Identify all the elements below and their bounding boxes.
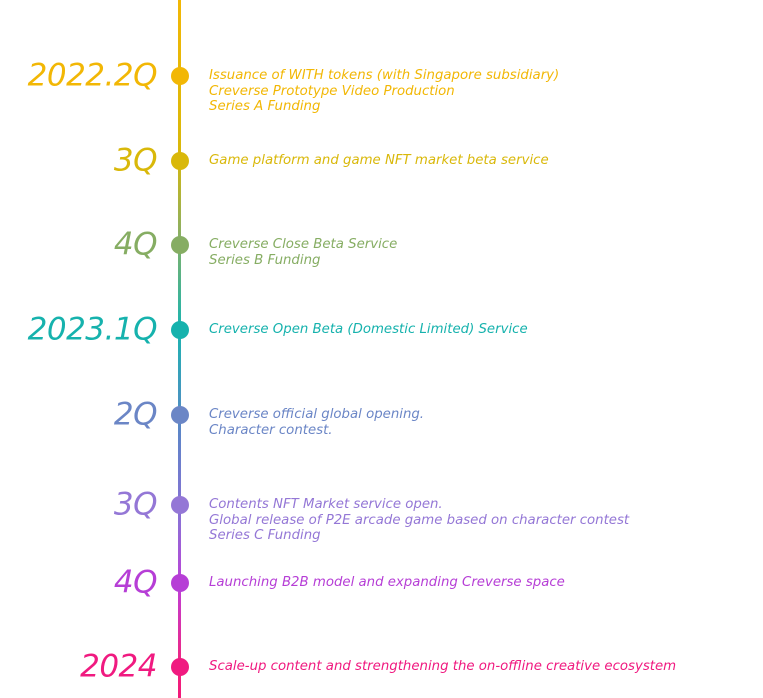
milestone-item: Series B Funding <box>209 252 321 268</box>
milestone-description: Contents NFT Market service open. Global … <box>209 497 629 544</box>
milestone-item: Creverse official global opening. <box>209 407 425 423</box>
milestone-dot <box>171 406 189 424</box>
milestone-period: 2023.1Q <box>27 311 158 348</box>
milestone-item: Game platform and game NFT market beta s… <box>209 153 549 169</box>
milestone-item: Scale-up content and strengthening the o… <box>209 659 677 675</box>
milestone-item: Series A Funding <box>209 99 321 115</box>
milestone-period: 2024 <box>80 648 157 685</box>
milestone-period: 4Q <box>113 226 158 263</box>
milestone-item: Creverse Close Beta Service <box>209 237 398 253</box>
milestone-period: 2Q <box>113 396 158 433</box>
milestone-description: Issuance of WITH tokens (with Singapore … <box>209 68 559 115</box>
milestone-period: 4Q <box>113 564 158 601</box>
milestone-dot <box>171 152 189 170</box>
milestone-description: Creverse Close Beta Service Series B Fund… <box>209 237 397 268</box>
milestone-item: Global release of P2E arcade game based … <box>209 512 630 528</box>
milestone-item: Launching B2B model and expanding Crever… <box>209 575 565 591</box>
milestone-item: Character contest. <box>209 422 333 438</box>
milestone-period: 3Q <box>113 142 158 179</box>
milestone-description: Game platform and game NFT market beta s… <box>209 153 549 169</box>
milestone-description: Creverse Open Beta (Domestic Limited) Se… <box>209 322 528 338</box>
milestone-dot <box>171 321 189 339</box>
milestone-item: Series C Funding <box>209 528 321 544</box>
milestone-item: Creverse Prototype Video Production <box>209 83 455 99</box>
milestone-item: Creverse Open Beta (Domestic Limited) Se… <box>209 322 528 338</box>
milestone-dot <box>171 67 189 85</box>
milestone-period: 2022.2Q <box>27 57 158 94</box>
milestone-description: Scale-up content and strengthening the o… <box>209 659 676 675</box>
milestone-item: Issuance of WITH tokens (with Singapore … <box>209 68 560 84</box>
timeline-line <box>178 0 181 698</box>
milestone-description: Launching B2B model and expanding Crever… <box>209 575 565 591</box>
milestone-period: 3Q <box>113 486 158 523</box>
milestone-dot <box>171 236 189 254</box>
milestone-dot <box>171 496 189 514</box>
milestone-dot <box>171 574 189 592</box>
milestone-item: Contents NFT Market service open. <box>209 497 443 513</box>
milestone-description: Creverse official global opening. Charact… <box>209 407 424 438</box>
milestone-dot <box>171 658 189 676</box>
